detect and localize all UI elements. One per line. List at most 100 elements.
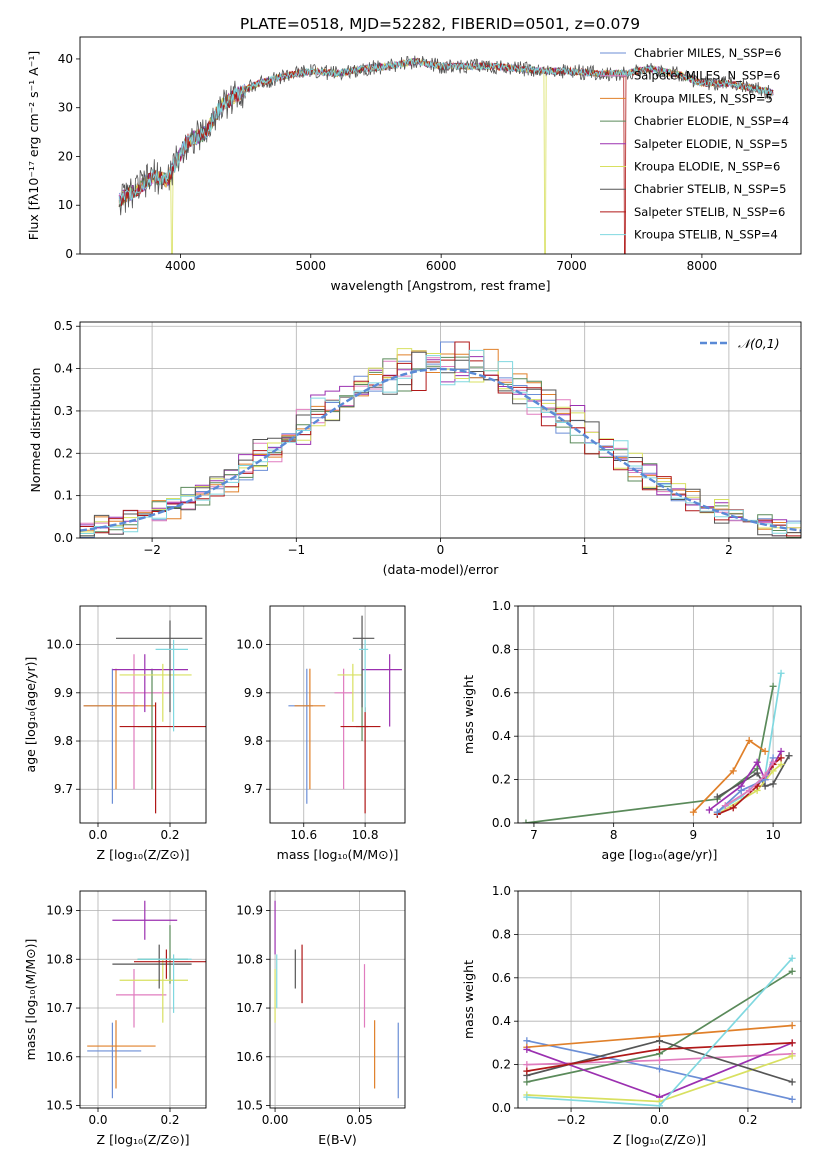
mass-weight-marker <box>777 754 785 762</box>
y-tick-label: 0.8 <box>492 642 511 656</box>
normal-curve <box>80 367 801 532</box>
y-tick-label: 0 <box>65 247 73 261</box>
mass-weight-marker <box>745 737 753 745</box>
mass-weight-marker <box>777 760 785 768</box>
plot-area <box>522 669 793 823</box>
error-bar-point <box>112 944 192 989</box>
y-tick-label: 0.6 <box>492 971 511 985</box>
legend-entry: Kroupa MILES, N_SSP=5 <box>634 91 773 105</box>
x-tick-label: 2 <box>725 543 733 557</box>
panel-spectrum: 4000 5000 6000 7000 8000 0 10 20 30 40 wavelength … <box>26 36 802 293</box>
axes-frame <box>79 605 207 824</box>
mass-weight-line <box>708 750 782 811</box>
x-tick-label: 7 <box>530 828 538 842</box>
mass-weight-marker <box>785 752 793 760</box>
plot-area <box>118 55 774 254</box>
mass-weight-marker <box>788 1022 796 1030</box>
mass-weight-marker <box>721 802 729 810</box>
error-bar-point <box>334 668 353 790</box>
x-tick-label: 8000 <box>687 259 718 273</box>
mass-weight-marker <box>777 669 785 677</box>
y-tick-label: 0.5 <box>54 319 73 333</box>
x-tick-label: 5000 <box>295 259 326 273</box>
y-tick-label: 1.0 <box>492 884 511 898</box>
y-tick-label: 0.4 <box>492 1014 511 1028</box>
y-tick-label: 1.0 <box>492 599 511 613</box>
legend-entry: Kroupa ELODIE, N_SSP=6 <box>634 160 780 174</box>
x-axis-label: E(B-V) <box>318 1132 357 1147</box>
y-tick-label: 9.8 <box>244 734 263 748</box>
x-tick-label: 4000 <box>165 259 196 273</box>
error-bar-point <box>112 900 178 940</box>
y-axis-label: Normed distribution <box>28 368 43 493</box>
y-tick-label: 0.2 <box>492 1058 511 1072</box>
x-axis-label: age [log₁₀(age/yr)] <box>602 847 718 862</box>
x-tick-label: 10.6 <box>290 828 317 842</box>
error-bar-point <box>337 663 363 722</box>
legend-entry: Chabrier MILES, N_SSP=6 <box>634 46 781 60</box>
x-tick-label: 6000 <box>426 259 457 273</box>
legend-entry: Chabrier ELODIE, N_SSP=4 <box>634 114 789 128</box>
x-tick-label: −0.2 <box>556 1113 585 1127</box>
mass-weight-marker <box>777 747 785 755</box>
error-bar-point <box>116 969 167 1028</box>
error-bar-point <box>134 949 206 979</box>
error-bar-point <box>83 668 138 804</box>
y-tick-label: 0.0 <box>54 531 73 545</box>
y-axis-label: Flux [fλ10⁻¹⁷ erg cm⁻² s⁻¹ A⁻¹] <box>26 51 41 240</box>
y-axis-label: mass weight <box>461 960 476 1039</box>
panel-mass_vs_age: 10.6 10.8 9.7 9.8 9.9 10.0 mass [log₁₀(M/M⊙)] <box>236 605 406 862</box>
y-tick-label: 10.9 <box>236 904 263 918</box>
error-bar-point <box>362 654 402 727</box>
mass-weight-marker <box>788 1039 796 1047</box>
panel-z_vs_age: 0.0 0.2 9.7 9.8 9.9 10.0 Z [log₁₀(Z/Z⊙)] age [l… <box>23 605 207 862</box>
mass-weight-marker <box>729 804 737 812</box>
mass-weight-marker <box>753 769 761 777</box>
error-bar-point <box>155 639 188 732</box>
legend: Chabrier MILES, N_SSP=6 Salpeter MILES, N… <box>600 46 789 242</box>
x-tick-label: 10.8 <box>352 828 379 842</box>
legend-entry: Chabrier STELIB, N_SSP=5 <box>634 182 786 196</box>
y-tick-label: 40 <box>58 52 73 66</box>
x-axis-label: (data-model)/error <box>383 562 500 577</box>
legend-entry: Salpeter ELODIE, N_SSP=5 <box>634 137 788 151</box>
error-bar-point <box>137 954 192 1013</box>
mass-weight-marker <box>656 1037 663 1045</box>
y-tick-label: 10.6 <box>46 1050 73 1064</box>
plot-area <box>83 620 206 814</box>
mass-weight-marker <box>656 1045 663 1053</box>
x-tick-label: 9 <box>690 828 698 842</box>
mass-weight-marker <box>729 767 737 775</box>
mass-weight-marker <box>705 806 713 814</box>
mass-weight-marker <box>761 771 769 779</box>
y-tick-label: 9.9 <box>54 686 73 700</box>
spectrum-line <box>118 57 774 205</box>
mass-weight-marker <box>788 1052 796 1060</box>
y-tick-label: 10.5 <box>236 1099 263 1113</box>
axes-frame <box>269 890 406 1109</box>
y-tick-label: 9.8 <box>54 734 73 748</box>
axes-frame <box>269 605 406 824</box>
x-tick-label: 0.0 <box>650 1113 669 1127</box>
x-tick-label: 8 <box>610 828 618 842</box>
y-tick-label: 0.3 <box>54 404 73 418</box>
y-axis-label: age [log₁₀(age/yr)] <box>23 657 38 773</box>
error-bar-point <box>119 702 206 814</box>
x-axis-label: Z [log₁₀(Z/Z⊙)] <box>613 1132 706 1147</box>
y-tick-label: 10.8 <box>46 952 73 966</box>
mass-weight-marker <box>761 747 769 755</box>
error-bar-point <box>119 959 188 1023</box>
legend: 𝒩(0,1) <box>700 336 780 351</box>
gridlines <box>270 606 405 823</box>
x-tick-label: 0.2 <box>160 828 179 842</box>
x-tick-label: 0.0 <box>88 1113 107 1127</box>
mass-weight-marker <box>737 786 745 794</box>
y-tick-label: 10.5 <box>46 1099 73 1113</box>
x-axis-label: mass [log₁₀(M/M⊙)] <box>277 847 399 862</box>
x-tick-label: 0.05 <box>346 1113 373 1127</box>
error-bar-point <box>83 668 156 790</box>
x-tick-label: −2 <box>143 543 161 557</box>
x-axis-label: Z [log₁₀(Z/Z⊙)] <box>97 1132 190 1147</box>
y-tick-label: 10.7 <box>46 1001 73 1015</box>
